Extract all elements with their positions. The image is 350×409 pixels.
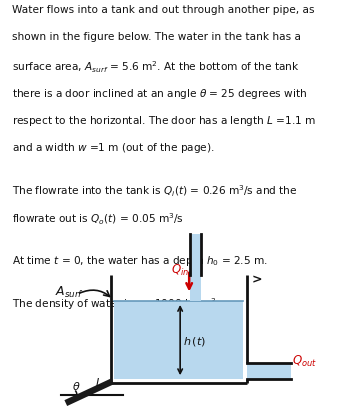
Text: $A_{surf}$: $A_{surf}$ [55, 285, 84, 299]
Text: The density of water is $\rho$ =1000 kg/m$^3$.: The density of water is $\rho$ =1000 kg/… [12, 295, 220, 311]
Text: $\theta$: $\theta$ [72, 379, 80, 391]
Text: and a width $w$ =1 m (out of the page).: and a width $w$ =1 m (out of the page). [12, 141, 215, 155]
Text: surface area, $A_{surf}$ = 5.6 m$^2$. At the bottom of the tank: surface area, $A_{surf}$ = 5.6 m$^2$. At… [12, 59, 300, 75]
Text: $Q_{out}$: $Q_{out}$ [292, 353, 317, 368]
Bar [247, 363, 291, 380]
Text: $h\,(t)$: $h\,(t)$ [183, 334, 206, 347]
Text: respect to the horizontal. The door has a length $L$ =1.1 m: respect to the horizontal. The door has … [12, 114, 316, 128]
Text: $\mathbf{>}$: $\mathbf{>}$ [249, 273, 263, 285]
Text: The flowrate into the tank is $Q_i(t)$ = 0.26 m$^3$/s and the: The flowrate into the tank is $Q_i(t)$ =… [12, 183, 298, 199]
Text: shown in the figure below. The water in the tank has a: shown in the figure below. The water in … [12, 32, 301, 42]
Text: $L$: $L$ [94, 375, 102, 387]
Text: flowrate out is $Q_o(t)$ = 0.05 m$^3$/s: flowrate out is $Q_o(t)$ = 0.05 m$^3$/s [12, 211, 184, 226]
Polygon shape [64, 378, 114, 406]
Text: At time $t$ = 0, the water has a depth $h_0$ = 2.5 m.: At time $t$ = 0, the water has a depth $… [12, 253, 268, 267]
Text: Water flows into a tank and out through another pipe, as: Water flows into a tank and out through … [12, 5, 315, 15]
Bar [114, 301, 243, 380]
Text: $Q_{in}$: $Q_{in}$ [171, 262, 189, 277]
Text: there is a door inclined at an angle $\theta$ = 25 degrees with: there is a door inclined at an angle $\t… [12, 87, 307, 101]
Bar [190, 234, 201, 275]
Bar [190, 275, 201, 301]
